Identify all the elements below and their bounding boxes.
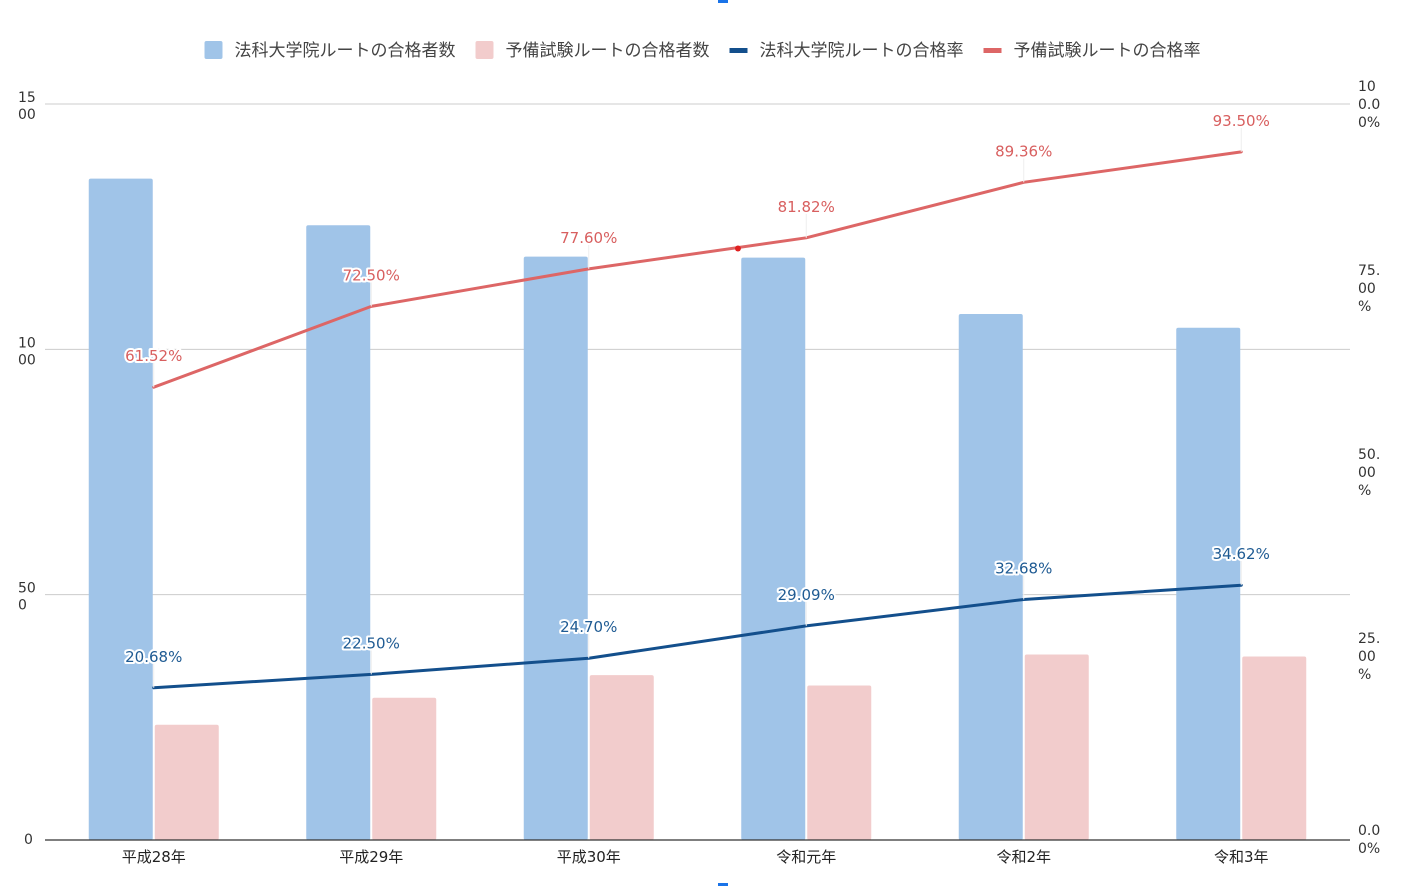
bar-lawschool-0 — [88, 178, 153, 841]
lawschool-rate-label-0: 20.68% — [125, 648, 182, 666]
legend-label-3: 予備試験ルートの合格率 — [1014, 41, 1201, 61]
lawschool-rate-label-1: 22.50% — [343, 634, 400, 652]
lawschool-rate-label-4: 32.68% — [995, 559, 1052, 577]
lawschool-rate-label-2: 24.70% — [560, 618, 617, 636]
left-tick-label-1500: 15 00 — [18, 90, 36, 123]
chart-legend: 法科大学院ルートの合格者数 予備試験ルートの合格者数 法科大学院ルートの合格率 予備試… — [204, 41, 1201, 61]
category-label-5: 令和3年 — [1214, 848, 1269, 866]
category-label-0: 平成28年 — [122, 848, 186, 866]
data-labels: 20.68% 22.50% 24.70% 29.09% 32.68% 34.62% 61.5… — [123, 110, 1272, 688]
prelim-rate-line — [152, 150, 1243, 389]
prelim-rate-label-3: 81.82% — [778, 198, 835, 216]
legend-label-1: 予備試験ルートの合格者数 — [506, 41, 710, 61]
prelim-rate-label-5: 93.50% — [1213, 112, 1270, 130]
line-series — [152, 150, 1243, 690]
prelim-rate-label-0: 61.52% — [125, 347, 182, 365]
bar-series — [88, 178, 1307, 841]
left-tick-label-1000: 10 00 — [18, 335, 36, 368]
bar-prelim-2 — [589, 675, 654, 840]
gridlines — [45, 103, 1350, 596]
left-tick-label-0: 0 — [24, 832, 33, 848]
bar-lawschool-4 — [958, 314, 1023, 840]
right-tick-label-100: 10 0.0 0% — [1358, 79, 1380, 131]
right-tick-label-50: 50. 00% — [1358, 447, 1380, 499]
bar-lawschool-2 — [523, 256, 588, 841]
right-tick-label-0: 0.0 0% — [1358, 823, 1380, 857]
bottom-resize-handle[interactable] — [718, 883, 728, 886]
bar-lawschool-5 — [1176, 327, 1241, 840]
top-resize-handle[interactable] — [718, 0, 728, 3]
bar-lawschool-3 — [741, 257, 806, 840]
category-label-2: 平成30年 — [557, 848, 621, 866]
left-axis: 0 50 0 10 00 15 00 — [18, 90, 36, 848]
legend-swatch-2 — [729, 48, 748, 53]
legend-label-2: 法科大学院ルートの合格率 — [760, 41, 964, 61]
bar-prelim-1 — [372, 697, 437, 840]
bar-prelim-4 — [1024, 654, 1089, 840]
prelim-rate-marker — [734, 245, 741, 252]
bar-prelim-3 — [807, 685, 872, 840]
category-label-1: 平成29年 — [339, 848, 403, 866]
prelim-rate-label-4: 89.36% — [995, 142, 1052, 160]
legend-swatch-0 — [204, 41, 223, 59]
left-tick-label-500: 50 0 — [18, 581, 36, 614]
legend-swatch-1 — [475, 41, 494, 59]
bar-prelim-5 — [1242, 656, 1307, 840]
lawschool-rate-label-3: 29.09% — [778, 586, 835, 604]
legend-label-0: 法科大学院ルートの合格者数 — [235, 41, 456, 61]
right-tick-label-25: 25. 00% — [1358, 631, 1380, 683]
prelim-rate-label-2: 77.60% — [560, 229, 617, 247]
right-tick-label-75: 75. 00% — [1358, 263, 1380, 315]
lawschool-rate-line — [152, 583, 1243, 690]
bar-prelim-0 — [154, 724, 219, 840]
category-label-3: 令和元年 — [776, 848, 836, 866]
category-label-4: 令和2年 — [996, 848, 1051, 866]
lawschool-rate-label-5: 34.62% — [1213, 545, 1270, 563]
bar-lawschool-1 — [306, 225, 371, 840]
legend-swatch-3 — [983, 48, 1002, 53]
right-axis: 0.0 0% 25. 00 % 50. 00 % 75. 00 % 10 0.0 0% — [1358, 79, 1380, 857]
category-labels: 平成28年 平成29年 平成30年 令和元年 令和2年 令和3年 — [122, 848, 1269, 866]
prelim-rate-label-1: 72.50% — [343, 266, 400, 284]
